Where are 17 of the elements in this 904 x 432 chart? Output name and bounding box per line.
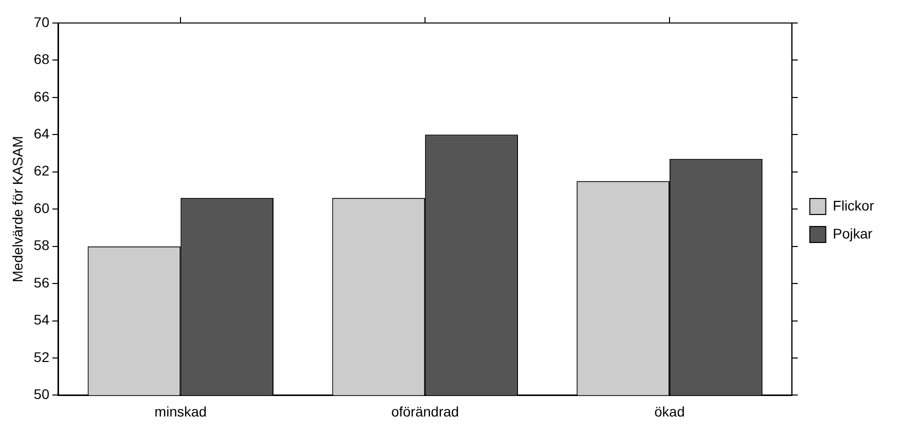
legend-label: Flickor	[832, 197, 874, 214]
y-tick-label: 60	[34, 200, 50, 216]
x-tick-label: minskad	[154, 403, 207, 420]
y-tick-label: 70	[34, 14, 50, 30]
y-tick-label: 54	[34, 312, 50, 328]
x-tick-label: ökad	[654, 403, 685, 420]
legend-label: Pojkar	[832, 225, 873, 242]
y-tick-label: 50	[34, 386, 50, 402]
y-tick-label: 68	[34, 51, 50, 68]
y-tick-label: 56	[34, 274, 50, 290]
x-tick-label: oförändrad	[391, 403, 459, 420]
y-tick-label: 58	[34, 237, 50, 254]
y-axis-title: Medelvärde för KASAM	[9, 136, 26, 282]
y-tick-label: 52	[34, 348, 50, 365]
y-tick-label: 62	[34, 162, 50, 179]
y-tick-label: 66	[34, 88, 50, 104]
y-tick-label: 64	[34, 126, 50, 142]
